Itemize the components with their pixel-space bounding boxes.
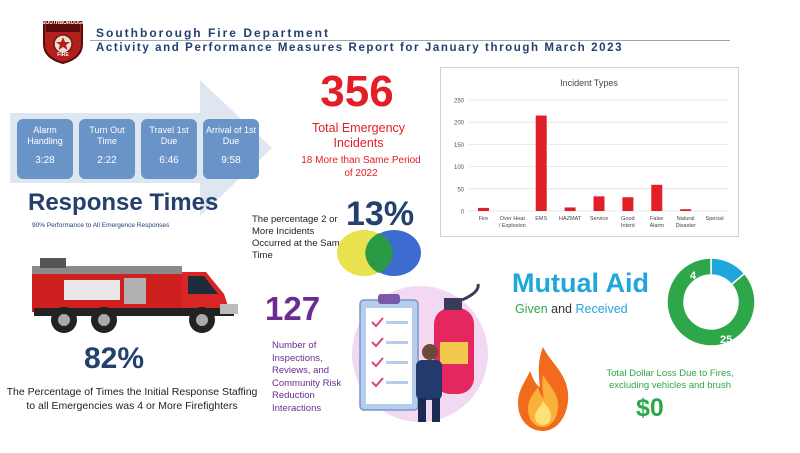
step-travel-first-due: Travel 1st Due 6:46	[141, 119, 197, 179]
y-tick-label: 100	[454, 165, 465, 171]
staffing-percent: 82%	[84, 342, 145, 375]
x-tick-label: Fire	[479, 216, 488, 222]
step-value: 2:22	[97, 155, 117, 166]
y-tick-label: 50	[457, 187, 464, 193]
x-tick-label: Good Intent	[621, 216, 635, 229]
incident-types-svg: Incident Types 0 50 100 150 200 250 Fire Over …	[454, 78, 729, 229]
y-tick-label: 150	[454, 143, 465, 149]
emergency-note: 18 More than Same Period of 2022	[301, 155, 421, 179]
step-label: Alarm Handling	[27, 125, 63, 146]
flame-icon	[512, 345, 574, 433]
x-tick-label: Special	[706, 216, 724, 222]
fire-loss-value: $0	[636, 394, 664, 422]
inspections-label: Number of Inspections, Reviews, and Comm…	[272, 340, 342, 414]
and-label: and	[551, 302, 572, 316]
bar-good-intent	[622, 197, 634, 211]
emergency-label: Total Emergency Incidents	[311, 121, 406, 150]
page-subtitle: Activity and Performance Measures Report…	[96, 42, 624, 54]
x-tick-label: HAZMAT	[559, 216, 582, 222]
y-tick-label: 200	[454, 121, 465, 127]
received-value: 25	[720, 334, 732, 346]
donut-segment-received	[666, 257, 756, 347]
step-value: 6:46	[159, 155, 179, 166]
bar-ems	[535, 115, 547, 211]
step-arrival-first-due: Arrival of 1st Due 9:58	[203, 119, 259, 179]
y-tick-label: 250	[454, 99, 465, 105]
response-times-title: Response Times	[28, 189, 219, 216]
inspections-count: 127	[265, 290, 321, 327]
chart-title: Incident Types	[560, 78, 618, 88]
step-value: 9:58	[221, 155, 241, 166]
bar-service	[593, 196, 605, 211]
bar-natural-disaster	[680, 209, 692, 211]
logo-text-bottom: FIRE	[57, 52, 69, 58]
simultaneous-percent: 13%	[346, 195, 415, 233]
fire-truck-image	[24, 250, 242, 338]
step-turn-out-time: Turn Out Time 2:22	[79, 119, 135, 179]
given-label: Given	[515, 302, 548, 316]
emergency-count: 356	[320, 67, 394, 116]
step-value: 3:28	[35, 155, 55, 166]
given-value: 4	[690, 270, 697, 282]
bar-false-alarm	[651, 184, 663, 211]
logo-text-top: SOUTHBOROUGH	[42, 20, 86, 26]
staffing-label: The Percentage of Times the Initial Resp…	[6, 386, 258, 412]
step-alarm-handling: Alarm Handling 3:28	[17, 119, 73, 179]
inspector-illustration	[348, 282, 488, 427]
bar-hazmat	[564, 207, 576, 211]
bar-fire	[477, 207, 489, 211]
fire-loss-label: Total Dollar Loss Due to Fires, excludin…	[606, 368, 734, 391]
x-tick-label: Over Heat / Explosion	[499, 216, 526, 229]
y-tick-label: 0	[461, 210, 465, 216]
received-label: Received	[575, 302, 628, 316]
header-divider	[90, 40, 730, 41]
venn-diagram-icon	[336, 228, 422, 278]
x-tick-label: Service	[590, 216, 608, 222]
incident-types-chart: Incident Types 0 50 100 150 200 250 Fire Over …	[440, 67, 739, 237]
step-label: Turn Out Time	[89, 125, 125, 146]
step-label: Travel 1st Due	[149, 125, 189, 146]
mutual-aid-donut: 4 25	[664, 255, 758, 349]
response-times-subtitle: 90% Performance to All Emergence Respons…	[32, 222, 170, 229]
page-title: Southborough Fire Department	[96, 26, 330, 40]
mutual-aid-subtitle: Given and Received	[515, 302, 628, 316]
simultaneous-label: The percentage 2 or More Incidents Occur…	[252, 214, 345, 261]
x-tick-label: Natural Disaster	[676, 216, 696, 229]
x-tick-label: EMS	[535, 216, 547, 222]
department-logo	[40, 18, 86, 65]
x-tick-label: False Alarm	[650, 216, 665, 229]
step-label: Arrival of 1st Due	[205, 125, 256, 146]
mutual-aid-title: Mutual Aid	[512, 268, 649, 298]
